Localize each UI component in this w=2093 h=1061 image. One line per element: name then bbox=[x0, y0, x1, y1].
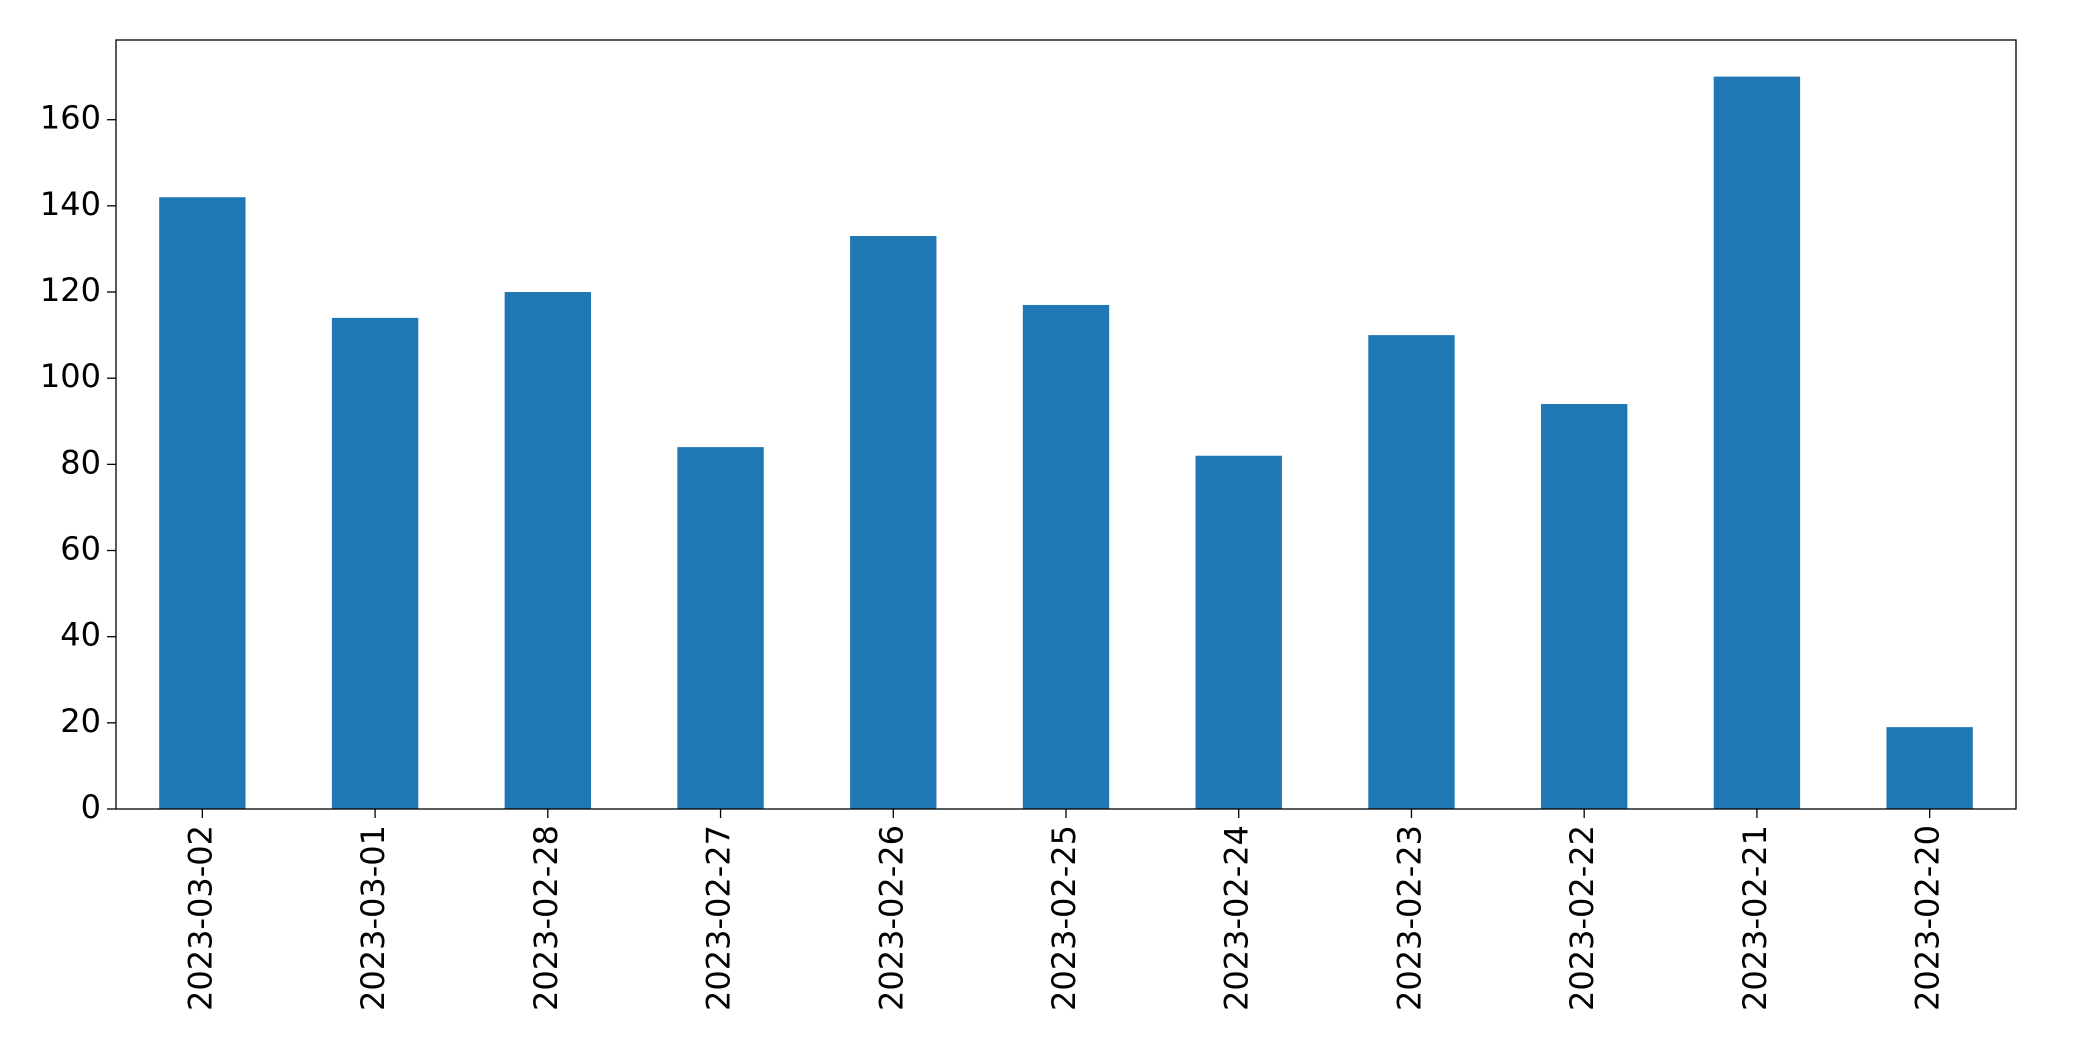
bar bbox=[1713, 76, 1801, 810]
bar bbox=[1195, 455, 1282, 809]
bar bbox=[850, 236, 937, 810]
y-tick-label: 80 bbox=[60, 443, 101, 481]
x-tick-label: 2023-02-24 bbox=[1218, 825, 1256, 1011]
y-tick-label: 40 bbox=[60, 616, 101, 654]
y-tick-label: 0 bbox=[81, 788, 101, 826]
x-tick-label: 2023-02-23 bbox=[1390, 825, 1428, 1011]
y-tick-label: 20 bbox=[60, 702, 101, 740]
bar bbox=[1541, 404, 1628, 809]
x-tick-label: 2023-02-28 bbox=[527, 825, 565, 1011]
x-tick-label: 2023-02-26 bbox=[872, 825, 910, 1011]
bar bbox=[504, 292, 591, 809]
bar bbox=[677, 447, 764, 809]
x-tick-label: 2023-03-01 bbox=[354, 825, 392, 1011]
x-tick-label: 2023-02-21 bbox=[1736, 825, 1774, 1011]
y-tick-label: 60 bbox=[60, 530, 101, 568]
x-tick-label: 2023-02-25 bbox=[1045, 825, 1083, 1011]
bar bbox=[331, 317, 419, 809]
x-tick-label: 2023-02-22 bbox=[1563, 825, 1601, 1011]
y-tick-label: 120 bbox=[40, 271, 101, 309]
bar bbox=[1368, 335, 1455, 809]
bar bbox=[159, 197, 246, 809]
y-tick-label: 140 bbox=[40, 185, 101, 223]
y-tick-label: 160 bbox=[40, 99, 101, 137]
bar bbox=[1886, 727, 1973, 809]
y-tick-label: 100 bbox=[40, 357, 101, 395]
x-tick-label: 2023-02-20 bbox=[1909, 825, 1947, 1011]
x-tick-label: 2023-03-02 bbox=[181, 825, 219, 1011]
bar bbox=[1022, 304, 1110, 809]
x-tick-label: 2023-02-27 bbox=[700, 825, 738, 1011]
plot-frame bbox=[115, 39, 2017, 810]
